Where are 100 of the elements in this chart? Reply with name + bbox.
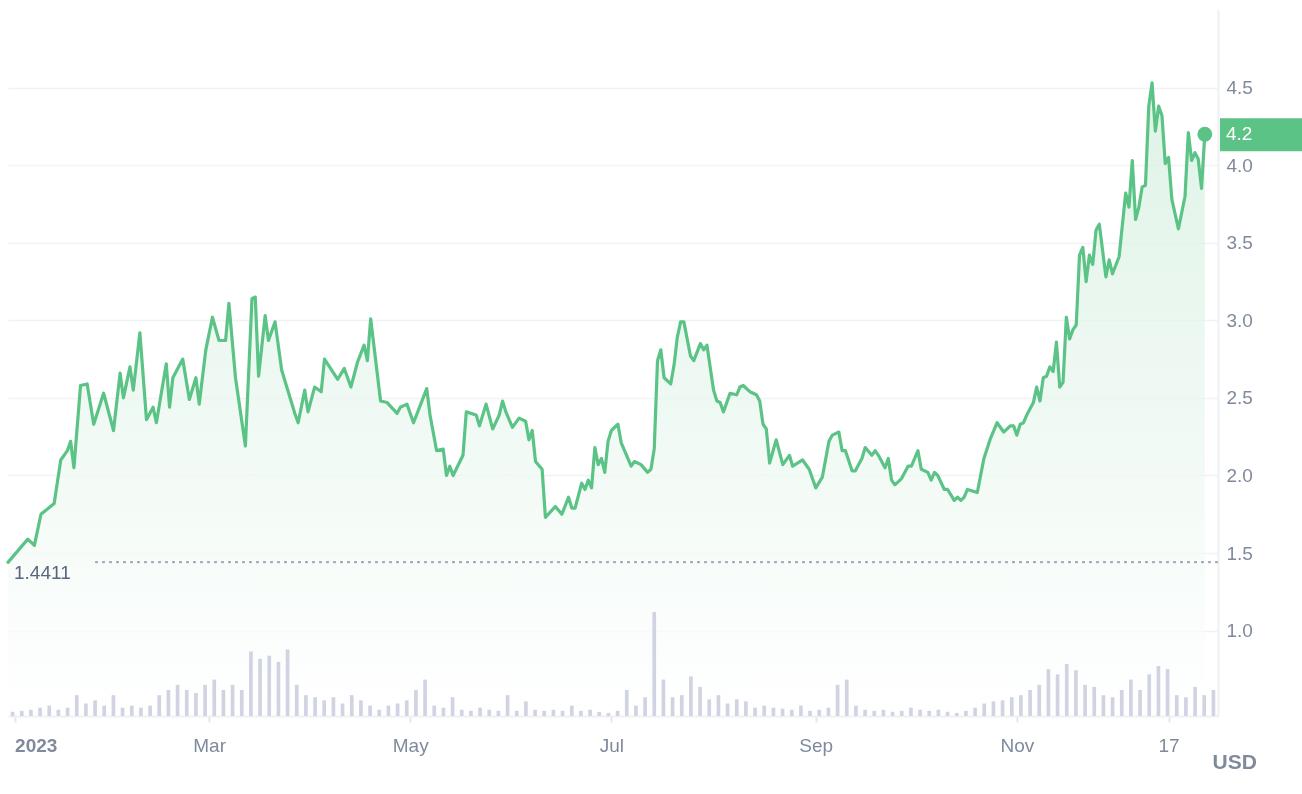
bar	[258, 658, 262, 716]
bar	[918, 709, 922, 716]
bar	[38, 707, 42, 716]
bar	[1184, 697, 1188, 716]
bar	[304, 695, 308, 716]
bar	[899, 710, 904, 716]
bar	[524, 701, 528, 716]
bar	[514, 710, 519, 716]
x-tick-label: Nov	[1000, 734, 1035, 756]
bar	[689, 676, 693, 716]
bar	[29, 709, 33, 716]
bar	[377, 709, 382, 716]
bar	[1174, 695, 1179, 716]
bar	[239, 690, 244, 716]
bar	[927, 710, 932, 716]
bar	[102, 705, 107, 716]
bar	[954, 712, 959, 716]
ref-line-label: 1.4411	[14, 562, 71, 584]
bar	[212, 679, 217, 716]
bar	[1138, 690, 1142, 716]
y-tick-label: 4.0	[1226, 154, 1253, 176]
bar	[1083, 684, 1087, 716]
bar	[1193, 686, 1197, 716]
x-tick-label: Mar	[193, 734, 227, 756]
bar	[569, 705, 574, 716]
bar	[129, 705, 134, 716]
bar	[84, 703, 88, 716]
bar	[359, 700, 363, 716]
bar	[634, 705, 638, 716]
bar	[762, 705, 767, 716]
bar	[47, 705, 52, 716]
y-tick-label: 3.5	[1226, 232, 1253, 254]
bar	[652, 612, 657, 716]
bar	[597, 711, 602, 716]
bar	[294, 684, 299, 716]
bar	[1064, 664, 1069, 716]
bar	[313, 697, 317, 716]
bar	[1202, 695, 1207, 716]
bar	[1092, 686, 1097, 716]
bar	[588, 709, 592, 716]
bar	[184, 690, 189, 716]
bar	[679, 695, 684, 716]
bar	[249, 651, 253, 716]
bar	[194, 693, 198, 716]
x-tick-label: Jul	[599, 734, 624, 756]
x-tick-label: May	[392, 734, 430, 756]
bar	[1074, 670, 1078, 716]
bar	[404, 700, 409, 716]
x-tick-label: Sep	[799, 734, 834, 756]
annotation: 4.2	[1226, 123, 1253, 145]
bar	[973, 707, 977, 716]
bar	[1019, 695, 1023, 716]
bar	[844, 679, 849, 716]
bar	[817, 709, 822, 716]
bar	[964, 710, 968, 716]
x-tick-label: 2023	[15, 734, 58, 756]
bar	[487, 709, 492, 716]
bar	[322, 700, 327, 716]
y-tick-label: 1.0	[1226, 620, 1253, 642]
bar	[478, 707, 482, 716]
bar	[808, 710, 812, 716]
bar	[579, 710, 583, 716]
x-tick-label: 17	[1158, 734, 1180, 756]
bar	[707, 699, 712, 716]
bar	[74, 695, 79, 716]
bar	[1009, 697, 1014, 716]
bar	[863, 709, 867, 716]
y-tick-label: 3.0	[1226, 309, 1253, 331]
bar	[157, 695, 162, 716]
bar	[789, 709, 794, 716]
bar	[459, 709, 464, 716]
bar	[93, 700, 97, 716]
bar	[734, 699, 739, 716]
bar	[542, 710, 547, 716]
y-tick-label: 2.5	[1226, 387, 1253, 409]
bar	[1119, 690, 1124, 716]
bar	[139, 707, 143, 716]
bar	[1037, 684, 1042, 716]
bar	[423, 679, 427, 716]
bar	[872, 710, 877, 716]
bar	[744, 701, 748, 716]
y-tick-label: 2.0	[1226, 464, 1253, 486]
bar	[349, 695, 354, 716]
bar	[469, 710, 473, 716]
y-tick-label: 1.5	[1226, 542, 1253, 564]
bar	[698, 686, 702, 716]
bar	[148, 705, 152, 716]
bar	[414, 690, 418, 716]
bar	[19, 710, 24, 716]
bar	[203, 684, 207, 716]
bar	[1129, 679, 1133, 716]
y-axis-title: USD	[1212, 749, 1257, 773]
bar	[1147, 674, 1152, 716]
bar	[533, 709, 537, 716]
bar	[854, 705, 858, 716]
y-tick-label: 4.5	[1226, 77, 1253, 99]
bar	[1028, 690, 1032, 716]
bar	[753, 707, 757, 716]
bar	[267, 655, 272, 716]
bar	[982, 703, 987, 716]
